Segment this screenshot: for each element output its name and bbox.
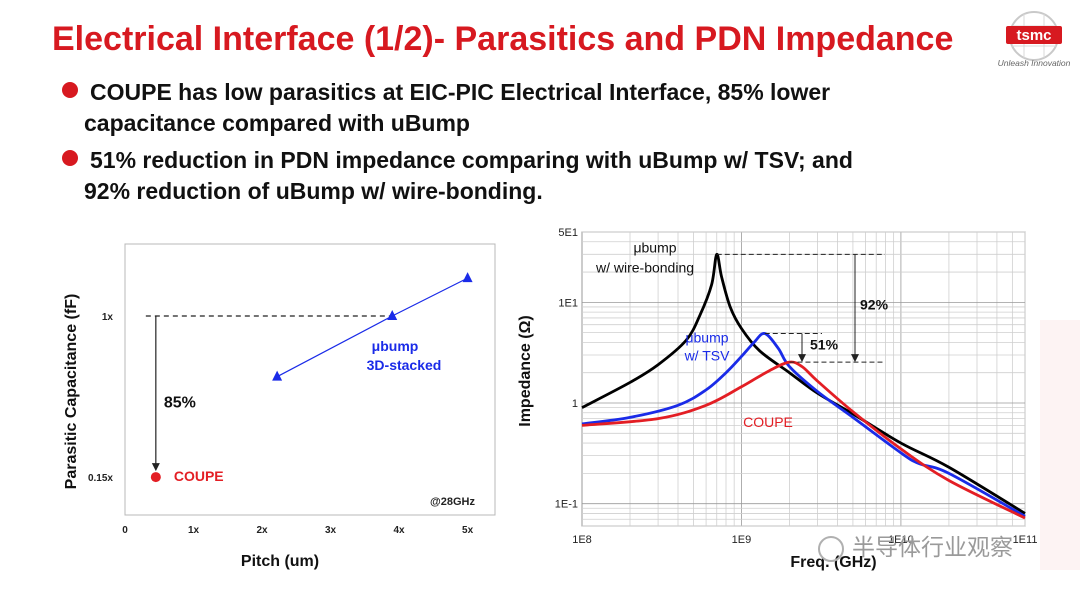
logo-text: tsmc bbox=[1016, 27, 1051, 44]
slide-title: Electrical Interface (1/2)- Parasitics a… bbox=[52, 20, 954, 58]
series-label-tsv: μbump bbox=[685, 329, 728, 345]
series-label-wire-bonding: μbump bbox=[633, 239, 676, 255]
x-tick-label: 5x bbox=[462, 525, 474, 536]
y-axis-label: Parasitic Capacitance (fF) bbox=[63, 294, 80, 490]
arrow-head-icon bbox=[151, 463, 160, 472]
bullet-line: 51% reduction in PDN impedance comparing… bbox=[90, 147, 853, 173]
x-tick-label: 2x bbox=[256, 525, 268, 536]
data-point-triangle bbox=[462, 272, 473, 283]
series-line-coupe bbox=[581, 360, 1026, 520]
x-tick-label: 3x bbox=[325, 525, 337, 536]
reduction-label: 85% bbox=[164, 394, 196, 411]
wechat-icon bbox=[818, 535, 844, 562]
x-tick-label: 1E11 bbox=[1013, 534, 1038, 546]
reduction-label-tsv: 51% bbox=[810, 337, 839, 353]
x-tick-label: 1E8 bbox=[572, 534, 592, 546]
tsmc-logo-icon: tsmc bbox=[1006, 11, 1062, 61]
watermark: 半导体行业观察 bbox=[818, 528, 1013, 562]
arrow-head-icon bbox=[798, 354, 806, 363]
y-tick-label: 1 bbox=[572, 398, 578, 410]
bullet-line: 92% reduction of uBump w/ wire-bonding. bbox=[84, 178, 543, 204]
series-label-tsv: w/ TSV bbox=[684, 347, 731, 363]
y-tick-label: 0.15x bbox=[88, 473, 113, 484]
series-label-ubump: μbump bbox=[372, 338, 419, 354]
series-label-ubump: 3D-stacked bbox=[367, 357, 442, 373]
reduction-label-wire: 92% bbox=[860, 296, 889, 312]
x-tick-label: 4x bbox=[394, 525, 406, 536]
x-tick-label: 1E9 bbox=[732, 534, 752, 546]
x-axis-label: Freq. (GHz) bbox=[790, 554, 876, 571]
series-label-wire-bonding: w/ wire-bonding bbox=[595, 259, 694, 275]
bullet-dot-icon bbox=[62, 150, 78, 166]
x-tick-label: 0 bbox=[122, 525, 128, 536]
bullet-line: capacitance compared with uBump bbox=[84, 110, 470, 136]
y-tick-label: 1x bbox=[102, 312, 114, 323]
capacitance-chart: 0 1x 2x 3x 4x 5x 1x 0.15x Pitch (um) Parasitic Ca… bbox=[63, 243, 496, 570]
bullet-line: COUPE has low parasitics at EIC-PIC Elec… bbox=[90, 79, 831, 105]
bullet-item: COUPE has low parasitics at EIC-PIC Elec… bbox=[62, 77, 942, 139]
data-point-triangle bbox=[272, 370, 283, 381]
watermark-text: 半导体行业观察 bbox=[852, 534, 1013, 560]
bullet-item: 51% reduction in PDN impedance comparing… bbox=[62, 145, 982, 207]
plot-frame bbox=[124, 243, 496, 516]
y-axis-label: Impedance (Ω) bbox=[517, 315, 534, 427]
y-tick-label: 1E-1 bbox=[555, 499, 578, 511]
data-point-coupe bbox=[150, 472, 161, 483]
y-tick-label: 1E1 bbox=[558, 297, 578, 309]
bullet-dot-icon bbox=[62, 82, 78, 98]
y-tick-label: 5E1 bbox=[558, 227, 578, 239]
series-line-wire-bonding bbox=[581, 252, 1026, 515]
x-tick-label: 1E10 bbox=[888, 534, 914, 546]
decorative-panel bbox=[1040, 320, 1080, 570]
x-tick-label: 1x bbox=[188, 525, 200, 536]
condition-label: @28GHz bbox=[430, 496, 475, 508]
data-point-triangle bbox=[387, 310, 398, 321]
series-label-coupe: COUPE bbox=[174, 468, 224, 484]
logo-tagline: Unleash Innovation bbox=[997, 58, 1071, 68]
series-label-coupe: COUPE bbox=[743, 414, 793, 430]
series-line-tsv bbox=[581, 332, 1026, 518]
arrow-head-icon bbox=[851, 354, 859, 363]
x-axis-label: Pitch (um) bbox=[241, 553, 319, 570]
